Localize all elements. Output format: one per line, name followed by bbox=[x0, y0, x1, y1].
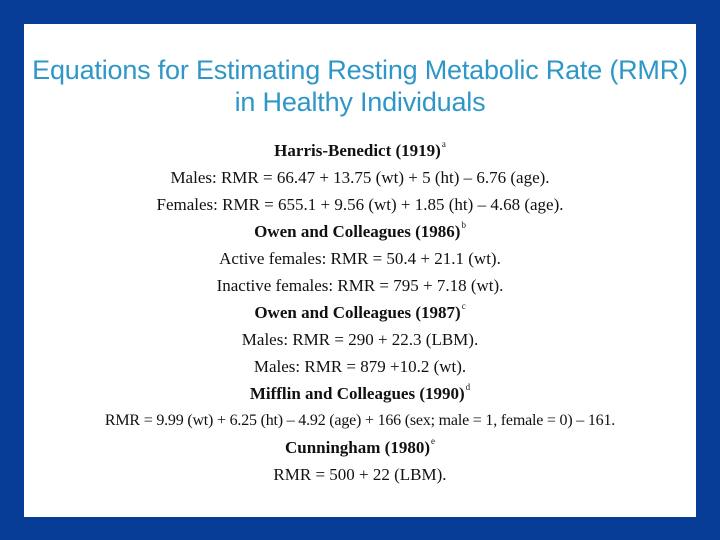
slide: Equations for Estimating Resting Metabol… bbox=[24, 24, 696, 517]
source-heading-text: Owen and Colleagues (1987) bbox=[254, 303, 461, 322]
source-heading-text: Cunningham (1980) bbox=[284, 438, 430, 457]
source-heading: Owen and Colleagues (1987)c bbox=[24, 299, 696, 326]
footnote-marker: d bbox=[465, 382, 471, 392]
source-heading-text: Harris-Benedict (1919) bbox=[274, 141, 441, 160]
footnote-marker: a bbox=[441, 139, 446, 149]
title-line-1: Equations for Estimating Resting Metabol… bbox=[32, 55, 688, 85]
footnote-marker: e bbox=[431, 436, 435, 446]
footnote-marker: b bbox=[461, 220, 466, 230]
equation-line: Females: RMR = 655.1 + 9.56 (wt) + 1.85 … bbox=[156, 195, 564, 214]
source-heading: Owen and Colleagues (1986)b bbox=[24, 218, 696, 245]
source-heading: Cunningham (1980)e bbox=[24, 434, 696, 461]
equation-line: Males: RMR = 66.47 + 13.75 (wt) + 5 (ht)… bbox=[170, 168, 550, 187]
equation-line: RMR = 500 + 22 (LBM). bbox=[273, 465, 447, 484]
equation-line: Males: RMR = 879 +10.2 (wt). bbox=[253, 357, 467, 376]
source-heading: Mifflin and Colleagues (1990)d bbox=[24, 380, 696, 407]
source-heading-text: Mifflin and Colleagues (1990) bbox=[249, 384, 465, 403]
equation-line: Inactive females: RMR = 795 + 7.18 (wt). bbox=[216, 276, 504, 295]
source-heading: Harris-Benedict (1919)a bbox=[24, 137, 696, 164]
title-line-2: in Healthy Individuals bbox=[234, 87, 486, 117]
source-heading-text: Owen and Colleagues (1986) bbox=[254, 222, 461, 241]
equation-line: Active females: RMR = 50.4 + 21.1 (wt). bbox=[219, 249, 501, 268]
equation-line: RMR = 9.99 (wt) + 6.25 (ht) – 4.92 (age)… bbox=[104, 412, 616, 429]
footnote-marker: c bbox=[461, 301, 466, 311]
equation-line: Males: RMR = 290 + 22.3 (LBM). bbox=[241, 330, 479, 349]
slide-title: Equations for Estimating Resting Metabol… bbox=[24, 54, 696, 118]
equation-list: Harris-Benedict (1919)a Males: RMR = 66.… bbox=[24, 137, 696, 488]
